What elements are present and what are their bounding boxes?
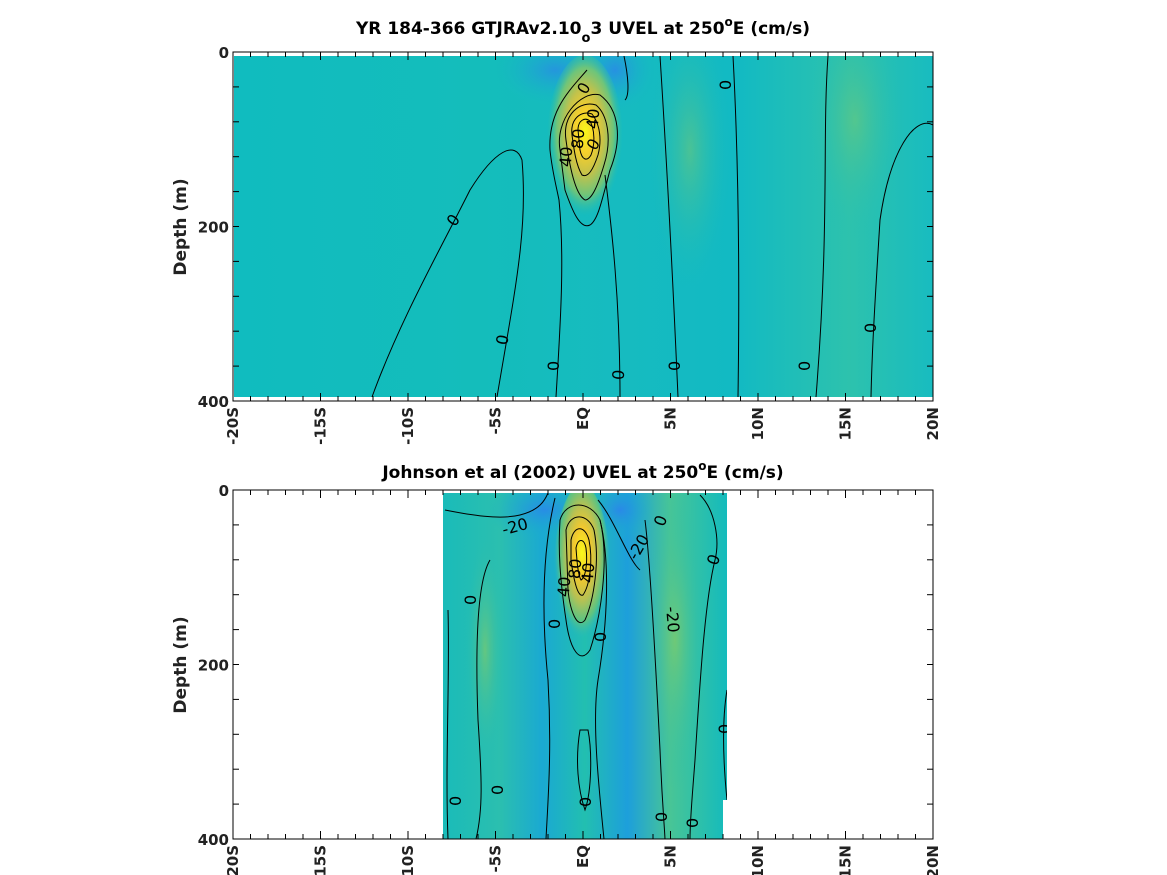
contour-label: 40 — [583, 108, 604, 130]
x-tick-label: -10S — [399, 407, 417, 445]
panel-1-ylabel: Depth (m) — [171, 178, 191, 275]
contour-label: 0 — [446, 796, 465, 806]
contour-label: 80 — [568, 128, 589, 150]
x-tick-label: -5S — [487, 845, 505, 872]
contour-label: 0 — [652, 812, 671, 822]
panel-2-field: -20 -20 -20 0 0 0 0 0 0 0 0 0 0 0 40 80 … — [443, 493, 734, 839]
x-tick-label: 10N — [749, 845, 767, 875]
panel-2-title: Johnson et al (2002) UVEL at 250oE (cm/s… — [381, 459, 783, 483]
title-rest: 3 UVEL at 250 — [590, 19, 724, 39]
x-tick-label: EQ — [574, 407, 592, 430]
x-tick-label: -20S — [224, 407, 242, 445]
contour-label: 0 — [716, 80, 735, 90]
contour-label: 0 — [665, 361, 684, 371]
contour-label: 0 — [715, 724, 734, 734]
contour-label: 0 — [488, 785, 507, 795]
x-tick-label: -5S — [487, 407, 505, 434]
panel-1-title: YR 184-366 GTJRAv2.10o3 UVEL at 250oE (c… — [355, 15, 810, 46]
contour-label: 80 — [565, 558, 586, 580]
contour-label: 0 — [544, 361, 563, 371]
contour-label: 0 — [861, 323, 880, 333]
x-tick-label: 15N — [837, 845, 855, 875]
title-superscript: o — [725, 15, 733, 29]
y-tick-label: 0 — [219, 44, 229, 62]
x-tick-label: 5N — [662, 845, 680, 868]
title-superscript: o — [698, 459, 706, 473]
panel-2-ylabel: Depth (m) — [171, 616, 191, 713]
title-main: YR 184-366 GTJRAv2.10 — [355, 19, 582, 39]
contour-label: 40 — [578, 562, 599, 584]
y-tick-label: 200 — [198, 657, 229, 675]
x-tick-label: 15N — [837, 407, 855, 440]
contour-label: -20 — [662, 606, 683, 634]
x-tick-label: -20S — [224, 845, 242, 875]
title-subscript: o — [582, 31, 591, 46]
panel-2: Johnson et al (2002) UVEL at 250oE (cm/s… — [171, 459, 942, 875]
y-tick-label: 400 — [198, 831, 229, 849]
contour-label: 0 — [591, 632, 610, 642]
x-tick-label: -10S — [399, 845, 417, 875]
y-tick-label: 200 — [198, 219, 229, 237]
x-tick-label: 5N — [662, 407, 680, 430]
title-end: E (cm/s) — [706, 463, 783, 483]
title-end: E (cm/s) — [733, 19, 810, 39]
contour-label: 0 — [492, 333, 512, 346]
x-tick-label: -15S — [312, 845, 330, 875]
contour-label: 0 — [545, 619, 564, 629]
x-tick-label: EQ — [574, 845, 592, 868]
contour-label: 40 — [556, 146, 577, 168]
panel-1-field: 0 0 0 0 0 0 0 0 0 0 40 80 40 — [234, 56, 933, 397]
y-tick-label: 400 — [198, 393, 229, 411]
contour-label: 0 — [576, 797, 595, 807]
x-tick-label: 20N — [924, 845, 942, 875]
contour-label: 0 — [683, 818, 702, 828]
contour-label: 0 — [609, 369, 629, 381]
x-tick-label: 20N — [924, 407, 942, 440]
title-main: Johnson et al (2002) UVEL at 250 — [381, 463, 698, 483]
y-tick-label: 0 — [219, 482, 229, 500]
contour-label: 0 — [461, 595, 480, 605]
panel-1: YR 184-366 GTJRAv2.10o3 UVEL at 250oE (c… — [171, 15, 942, 445]
x-tick-label: 10N — [749, 407, 767, 440]
contour-label: 40 — [554, 576, 575, 598]
x-tick-label: -15S — [312, 407, 330, 445]
contour-label: 0 — [795, 361, 814, 371]
